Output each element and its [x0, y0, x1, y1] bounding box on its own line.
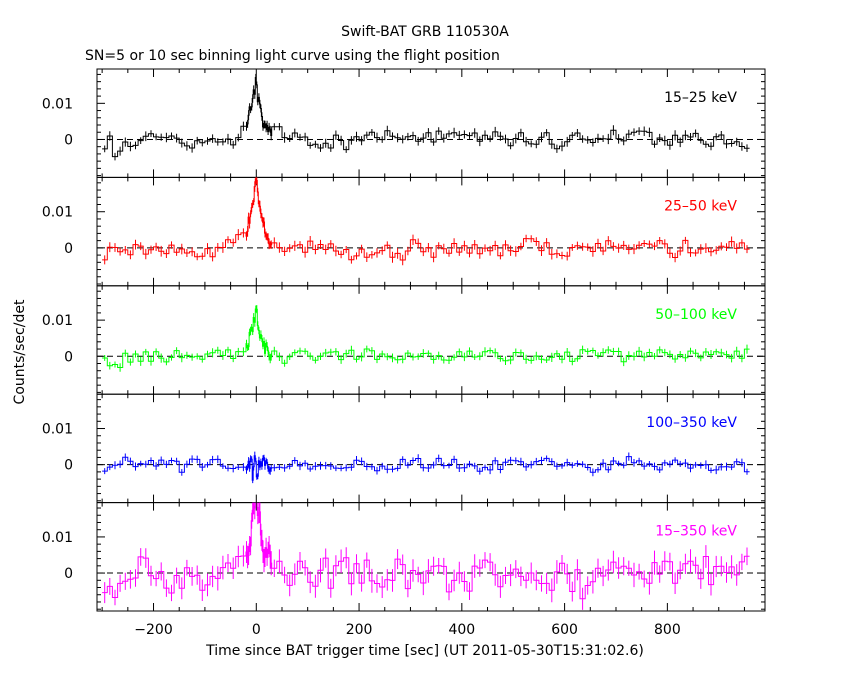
y-tick-label: 0.01: [42, 96, 73, 112]
panel-3: 0 0.01 50–100 keV: [42, 285, 766, 395]
y-tick-label: 0: [64, 241, 73, 257]
panel-frame: [96, 285, 766, 395]
error-bars: [104, 177, 748, 266]
panel-frame: [96, 393, 766, 504]
error-bars: [104, 305, 748, 372]
x-tick-label: −200: [134, 622, 172, 638]
x-tick-label: 200: [346, 622, 373, 638]
panel-frame: [96, 68, 766, 178]
light-curve-line: [102, 455, 750, 481]
y-tick-label: 0: [64, 132, 73, 148]
x-tick-label: 0: [252, 622, 261, 638]
x-axis: −200 0 200 400 600 800: [134, 622, 680, 638]
light-curve-line: [102, 502, 750, 600]
y-tick-label: 0: [64, 566, 73, 582]
panel-energy-label: 15–25 keV: [664, 90, 737, 106]
panel-frame: [96, 176, 766, 287]
panel-5: 0 0.01 15–350 keV: [42, 502, 766, 612]
x-tick-label: 800: [654, 622, 681, 638]
y-axis-label: Counts/sec/det: [12, 299, 28, 404]
x-tick-label: 600: [551, 622, 578, 638]
light-curve-line: [102, 77, 750, 158]
panel-4: 0 0.01 100–350 keV: [42, 393, 766, 504]
x-tick-label: 400: [448, 622, 475, 638]
panel-energy-label: 50–100 keV: [655, 307, 737, 323]
light-curve-line: [102, 308, 750, 368]
error-bars: [104, 73, 748, 161]
panels-group: 0 0.01 15–25 keV 0 0.01 25–50 keV 0 0.01 50–100 …: [42, 68, 766, 612]
panel-2: 0 0.01 25–50 keV: [42, 176, 766, 287]
error-bars: [104, 502, 748, 610]
x-axis-label: Time since BAT trigger time [sec] (UT 20…: [205, 643, 644, 659]
y-tick-label: 0: [64, 458, 73, 474]
panel-frame: [96, 502, 766, 612]
y-tick-label: 0.01: [42, 530, 73, 546]
panel-energy-label: 100–350 keV: [646, 415, 737, 431]
y-tick-label: 0: [64, 349, 73, 365]
chart-subtitle: SN=5 or 10 sec binning light curve using…: [85, 48, 500, 64]
panel-1: 0 0.01 15–25 keV: [42, 68, 766, 178]
panel-energy-label: 25–50 keV: [664, 198, 737, 214]
error-bars: [104, 451, 748, 484]
panel-energy-label: 15–350 keV: [655, 524, 737, 540]
y-tick-label: 0.01: [42, 313, 73, 329]
y-tick-label: 0.01: [42, 422, 73, 438]
chart-title: Swift-BAT GRB 110530A: [341, 24, 509, 40]
y-tick-label: 0.01: [42, 205, 73, 221]
